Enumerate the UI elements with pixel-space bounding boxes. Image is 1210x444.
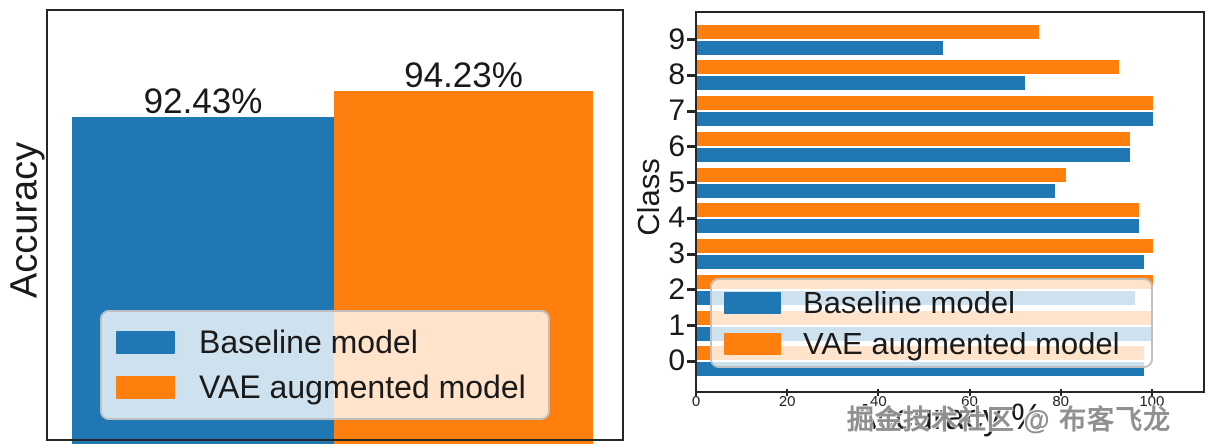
bar-class8-vae <box>697 60 1119 75</box>
ytick-mark-class-4 <box>687 216 696 220</box>
baseline-color-swatch <box>724 291 781 314</box>
xtick-label-60: 60 <box>961 393 978 410</box>
xtick-mark-40 <box>877 389 880 396</box>
bar-class5-vae <box>697 167 1067 182</box>
xtick-label-80: 80 <box>1052 393 1070 410</box>
left-y-axis-label: Accuracy <box>3 141 46 299</box>
xtick-label-100: 100 <box>1139 393 1165 410</box>
bar-class8-baseline <box>697 76 1026 91</box>
bar-class4-baseline <box>697 219 1140 234</box>
bar-class7-vae <box>697 96 1153 110</box>
bar-class7-baseline <box>697 112 1153 126</box>
vae-legend-label: VAE augmented model <box>199 369 526 405</box>
ytick-mark-class-2 <box>687 288 696 292</box>
ytick-mark-class-6 <box>687 145 696 149</box>
baseline-legend-label: Baseline model <box>803 284 1015 320</box>
xtick-mark-80 <box>1059 389 1062 396</box>
ytick-mark-class-9 <box>687 38 696 41</box>
xtick-label-0: 0 <box>691 393 701 410</box>
ytick-label-class-0: 0 <box>668 344 685 378</box>
bar-class9-baseline <box>697 40 944 55</box>
ytick-label-class-5: 5 <box>668 165 685 199</box>
watermark-text: 掘金技术社区 @ 布客飞龙 <box>846 405 1172 435</box>
bar-class3-baseline <box>697 255 1144 269</box>
right-legend: Baseline model VAE augmented model <box>710 278 1153 368</box>
left-legend-item-vae: VAE augmented model <box>116 369 548 406</box>
xtick-mark-20 <box>786 389 789 396</box>
baseline-color-swatch <box>116 331 175 354</box>
right-legend-item-vae: VAE augmented model <box>724 326 1151 362</box>
right-x-axis-label: Accuracy % <box>852 396 1044 437</box>
ytick-label-class-4: 4 <box>668 201 685 235</box>
ytick-mark-class-0 <box>687 359 696 363</box>
ytick-label-class-1: 1 <box>668 308 685 342</box>
ytick-mark-class-3 <box>687 252 696 256</box>
bar-class4-vae <box>697 203 1140 218</box>
right-legend-item-baseline: Baseline model <box>724 285 1151 321</box>
baseline-value-label: 92.43% <box>143 81 263 121</box>
ytick-label-class-6: 6 <box>668 129 685 163</box>
xtick-mark-60 <box>968 389 971 396</box>
ytick-label-class-3: 3 <box>668 237 685 270</box>
left-legend-item-baseline: Baseline model <box>116 324 548 361</box>
baseline-legend-label: Baseline model <box>199 324 418 360</box>
xtick-mark-0 <box>695 389 697 396</box>
bar-class5-baseline <box>697 183 1055 198</box>
ytick-mark-class-7 <box>687 109 696 113</box>
xtick-mark-100 <box>1150 389 1153 396</box>
ytick-mark-class-1 <box>687 324 696 327</box>
vae-color-swatch <box>116 376 175 399</box>
bar-class9-vae <box>697 24 1039 39</box>
bar-class6-baseline <box>697 147 1131 162</box>
vae-color-swatch <box>724 332 781 355</box>
left-legend: Baseline model VAE augmented model <box>100 310 550 420</box>
ytick-label-class-9: 9 <box>668 22 685 56</box>
ytick-label-class-2: 2 <box>668 272 685 306</box>
ytick-label-class-7: 7 <box>668 94 685 127</box>
vae-legend-label: VAE augmented model <box>803 325 1120 361</box>
xtick-label-40: 40 <box>869 393 887 410</box>
bar-class6-vae <box>697 131 1131 146</box>
xtick-label-20: 20 <box>778 393 796 410</box>
ytick-mark-class-5 <box>687 181 696 184</box>
ytick-label-class-8: 8 <box>668 58 685 92</box>
bar-class3-vae <box>697 239 1153 253</box>
vae-value-label: 94.23% <box>404 56 523 96</box>
ytick-mark-class-8 <box>687 73 696 77</box>
